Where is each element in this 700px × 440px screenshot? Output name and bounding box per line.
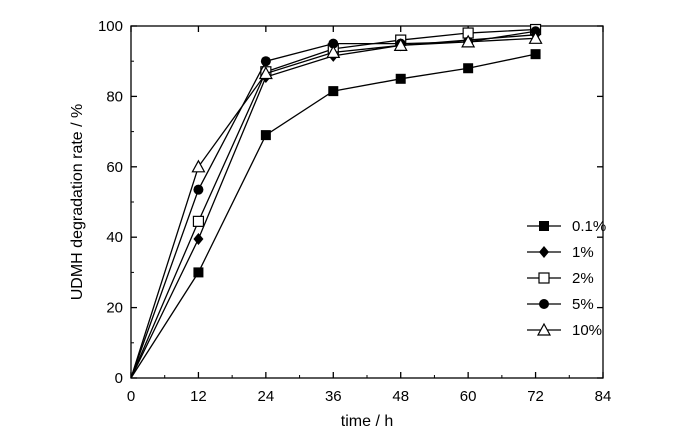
data-point	[393, 38, 408, 51]
y-axis: 0 20 40 60 80 100	[98, 18, 603, 387]
data-point	[258, 66, 273, 80]
x-tick-label: 84	[595, 388, 612, 405]
series-line	[130, 28, 536, 379]
data-point	[192, 215, 205, 227]
legend-item: 2%	[527, 270, 594, 287]
y-tick-label: 20	[106, 300, 123, 317]
y-tick-label: 0	[115, 370, 123, 387]
data-point	[191, 159, 206, 173]
x-tick-label: 72	[527, 388, 544, 405]
legend-item: 10%	[527, 322, 602, 339]
legend-marker	[539, 246, 549, 258]
data-point	[260, 56, 271, 67]
y-axis-title: UDMH degradation rate / %	[69, 104, 86, 301]
series-5	[130, 31, 543, 379]
data-point	[193, 267, 204, 278]
data-point	[326, 45, 341, 59]
x-tick-label: 36	[325, 388, 342, 405]
x-axis: 0 12 24 36 48 60 72 84	[127, 26, 612, 405]
y-tick-label: 60	[106, 159, 123, 176]
data-point	[328, 38, 339, 49]
data-point	[193, 232, 204, 245]
legend-marker	[538, 272, 550, 284]
x-tick-label: 12	[190, 388, 207, 405]
x-tick-label: 0	[127, 388, 135, 405]
plot-border	[130, 25, 604, 379]
data-point	[530, 49, 541, 60]
legend-item: 1%	[527, 244, 594, 261]
x-tick-label: 48	[392, 388, 409, 405]
y-tick-label: 40	[106, 229, 123, 246]
data-point	[461, 34, 476, 48]
legend-label: 5%	[572, 296, 594, 313]
data-point	[463, 63, 474, 74]
series-layer	[130, 23, 543, 379]
x-axis-title: time / h	[341, 413, 393, 430]
legend-label: 10%	[572, 322, 602, 339]
data-point	[260, 130, 271, 141]
legend-marker	[539, 299, 549, 309]
legend-item: 0.1%	[527, 218, 606, 235]
legend: 0.1% 1% 2% 5% 10%	[527, 218, 606, 339]
x-tick-label: 24	[258, 388, 275, 405]
legend-marker	[539, 221, 549, 231]
series-line	[130, 30, 536, 379]
legend-label: 0.1%	[572, 218, 606, 235]
legend-label: 2%	[572, 270, 594, 287]
legend-label: 1%	[572, 244, 594, 261]
series-line	[130, 53, 536, 379]
series-4	[130, 26, 541, 379]
data-point	[395, 73, 406, 84]
plot-frame	[130, 25, 604, 379]
series-2	[130, 28, 541, 379]
series-3	[130, 23, 542, 379]
legend-marker	[536, 322, 552, 336]
data-point	[528, 31, 543, 44]
legend-item: 5%	[527, 296, 594, 313]
y-tick-label: 80	[106, 88, 123, 105]
x-tick-label: 60	[460, 388, 477, 405]
data-point	[328, 86, 339, 97]
series-1	[130, 49, 541, 379]
data-point	[193, 184, 204, 195]
y-tick-label: 100	[98, 18, 123, 35]
